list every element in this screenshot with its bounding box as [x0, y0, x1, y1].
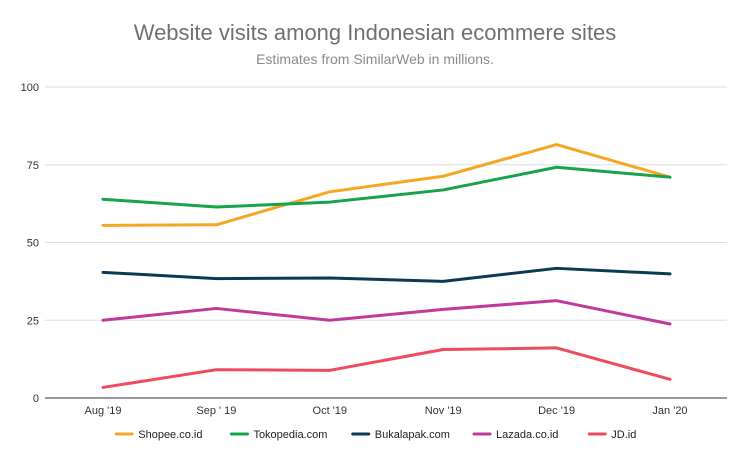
x-tick-label: Sep ' 19: [196, 405, 236, 417]
series-line-bukalapak-com: [101, 266, 672, 283]
y-tick-label: 25: [27, 315, 39, 327]
y-tick-label: 100: [21, 82, 39, 94]
x-tick-label: Nov '19: [425, 405, 462, 417]
y-tick-label: 50: [27, 238, 39, 250]
y-tick-label: 75: [27, 160, 39, 172]
chart-title: Website visits among Indonesian ecommere…: [133, 20, 617, 45]
x-tick-label: Dec '19: [538, 405, 575, 417]
chart-subtitle: Estimates from SimilarWeb in millions.: [256, 51, 494, 67]
series-line-tokopedia-com: [101, 165, 672, 209]
legend-label: JD.id: [611, 429, 636, 441]
legend-label: Tokopedia.com: [253, 429, 327, 441]
series-line-jd-id: [101, 346, 672, 389]
x-tick-label: Aug '19: [85, 405, 122, 417]
legend-label: Shopee.co.id: [138, 429, 202, 441]
y-tick-label: 0: [33, 393, 39, 405]
series-line-lazada-co-id: [101, 299, 672, 326]
legend-label: Bukalapak.com: [375, 429, 450, 441]
legend-label: Lazada.co.id: [496, 429, 558, 441]
series-line-shopee-co-id: [101, 143, 672, 227]
x-tick-label: Oct '19: [313, 405, 348, 417]
x-tick-label: Jan '20: [652, 405, 687, 417]
